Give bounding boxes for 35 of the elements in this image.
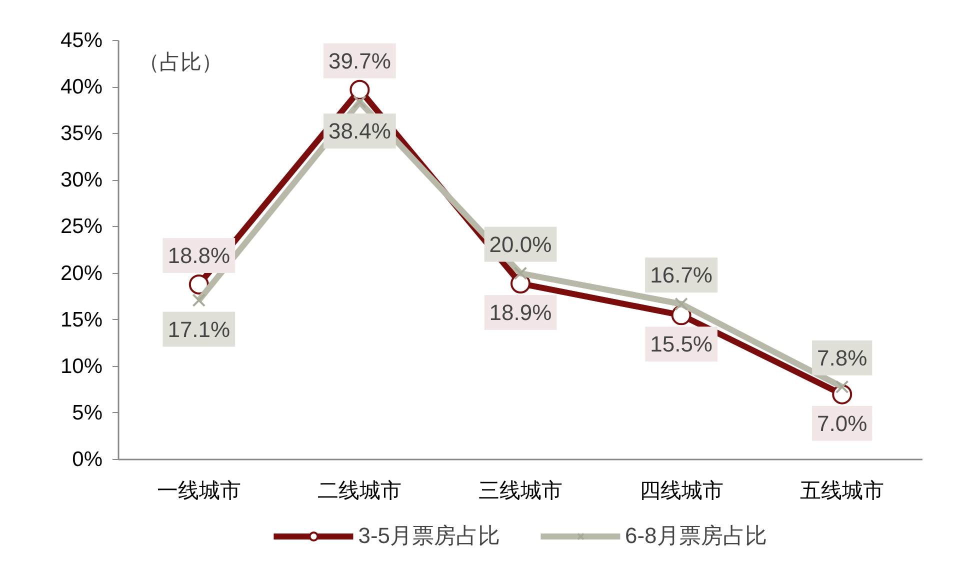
- data-label: 16.7%: [650, 262, 712, 288]
- y-tick-label: 35%: [60, 122, 102, 146]
- point: [192, 294, 206, 307]
- x-tick-label: 四线城市: [639, 480, 724, 502]
- data-label: 7.8%: [817, 345, 868, 370]
- x-tick-label: 五线城市: [800, 480, 884, 502]
- y-tick-label: 45%: [60, 29, 102, 52]
- legend-label: 3-5月票房占比: [358, 522, 500, 550]
- data-label: 18.8%: [168, 242, 230, 268]
- point: [514, 266, 528, 280]
- data-label: 39.7%: [328, 48, 391, 74]
- data-label: 17.1%: [168, 316, 230, 342]
- y-tick-label: 5%: [72, 401, 103, 424]
- y-tick-label: 25%: [60, 215, 102, 238]
- point: [353, 95, 366, 109]
- y-tick-label: 30%: [60, 168, 102, 192]
- data-label: 38.4%: [328, 118, 391, 144]
- data-label: 20.0%: [489, 232, 552, 257]
- y-tick-label: 40%: [60, 76, 102, 99]
- y-tick-label: 0%: [72, 448, 103, 471]
- x-tick-label: 三线城市: [478, 480, 562, 502]
- y-tick-label: 20%: [60, 262, 102, 285]
- x-tick-label: 一线城市: [156, 480, 241, 502]
- data-label: 7.0%: [817, 410, 868, 436]
- x-tick-label: 二线城市: [318, 480, 402, 502]
- data-label: 15.5%: [650, 332, 712, 357]
- data-label: 18.9%: [489, 300, 552, 326]
- y-axis-title: （占比）: [138, 51, 222, 74]
- point: [188, 274, 209, 294]
- point: [350, 80, 370, 100]
- point: [835, 380, 849, 394]
- y-tick-label: 10%: [60, 354, 102, 378]
- point: [674, 297, 688, 311]
- y-tick-label: 15%: [60, 308, 102, 332]
- legend-label: 6-8月票房占比: [625, 522, 767, 550]
